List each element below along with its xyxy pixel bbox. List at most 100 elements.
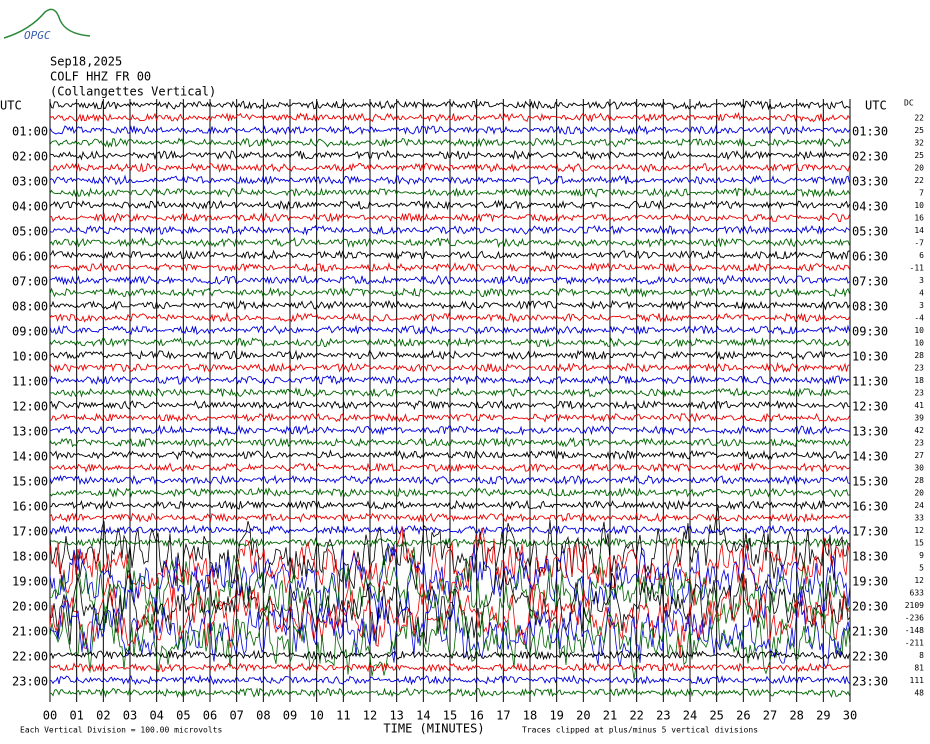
trace [49, 486, 850, 498]
left-label: 20:00 [12, 600, 48, 614]
trace [49, 546, 851, 630]
x-tick-label: 28 [789, 709, 803, 723]
right-label: 10:30 [852, 350, 888, 364]
dc-value: -236 [905, 614, 924, 623]
left-label: 22:00 [12, 650, 48, 664]
dc-value: 22 [914, 176, 924, 185]
trace [49, 149, 850, 161]
dc-value: 3 [919, 301, 924, 310]
trace [49, 212, 850, 223]
trace [49, 174, 850, 186]
right-label: 04:30 [852, 200, 888, 214]
x-tick-label: 02 [96, 709, 110, 723]
dc-value: 10 [914, 201, 924, 210]
x-tick-label: 23 [656, 709, 670, 723]
right-label: 06:30 [852, 250, 888, 264]
right-label: 12:30 [852, 400, 888, 414]
right-label: 02:30 [852, 150, 888, 164]
right-label: 21:30 [852, 625, 888, 639]
dc-value: 10 [914, 339, 924, 348]
dc-value: -7 [914, 239, 924, 248]
trace [49, 649, 850, 661]
dc-value: 30 [914, 464, 924, 473]
right-label: 17:30 [852, 525, 888, 539]
trace [49, 574, 851, 658]
trace [49, 361, 850, 373]
right-label: 18:30 [852, 550, 888, 564]
dc-value: 111 [910, 676, 925, 685]
trace [49, 662, 850, 673]
dc-value: 39 [914, 414, 924, 423]
x-tick-label: 10 [309, 709, 323, 723]
trace [49, 374, 850, 386]
left-label: 23:00 [12, 675, 48, 689]
x-tick-label: 15 [443, 709, 457, 723]
right-label: 11:30 [852, 375, 888, 389]
right-label: 07:30 [852, 275, 888, 289]
dc-value: 16 [914, 214, 924, 223]
dc-value: 41 [914, 401, 924, 410]
trace [49, 412, 850, 423]
trace [49, 512, 850, 523]
trace [49, 100, 850, 111]
right-label: 15:30 [852, 475, 888, 489]
dc-value: -11 [910, 264, 925, 273]
x-tick-label: 09 [283, 709, 297, 723]
right-label: 09:30 [852, 325, 888, 339]
left-label: 18:00 [12, 550, 48, 564]
dc-value: 28 [914, 351, 924, 360]
footer-scale: Each Vertical Division = 100.00 microvol… [20, 726, 222, 735]
x-tick-label: 21 [603, 709, 617, 723]
left-label: 17:00 [12, 525, 48, 539]
dc-title: DC [904, 99, 914, 108]
left-label: 08:00 [12, 300, 48, 314]
left-label: 03:00 [12, 175, 48, 189]
trace [49, 299, 850, 311]
x-tick-label: 08 [256, 709, 270, 723]
trace [49, 111, 850, 123]
right-label: 08:30 [852, 300, 888, 314]
dc-value: 25 [914, 151, 924, 160]
dc-value: 48 [914, 689, 924, 698]
x-tick-label: 14 [416, 709, 430, 723]
x-tick-label: 22 [629, 709, 643, 723]
dc-value: 28 [914, 476, 924, 485]
trace [49, 526, 851, 613]
trace [49, 311, 850, 324]
dc-value: 5 [919, 564, 924, 573]
x-title: TIME (MINUTES) [383, 722, 484, 736]
right-label: 20:30 [852, 600, 888, 614]
dc-value: 81 [914, 664, 924, 673]
left-label: 02:00 [12, 150, 48, 164]
x-tick-label: 24 [683, 709, 697, 723]
left-label: 05:00 [12, 225, 48, 239]
right-label: 05:30 [852, 225, 888, 239]
dc-value: 8 [919, 651, 924, 660]
dc-value: 42 [914, 426, 924, 435]
x-tick-label: 16 [469, 709, 483, 723]
dc-value: -148 [905, 626, 924, 635]
left-label: 06:00 [12, 250, 48, 264]
left-label: 01:00 [12, 125, 48, 139]
dc-value: 25 [914, 126, 924, 135]
right-label: 22:30 [852, 650, 888, 664]
trace [49, 187, 850, 198]
left-label: 16:00 [12, 500, 48, 514]
date: Sep18,2025 [50, 55, 122, 69]
dc-value: 20 [914, 164, 924, 173]
trace [49, 506, 851, 594]
dc-value: 18 [914, 376, 924, 385]
left-label: 15:00 [12, 475, 48, 489]
x-tick-label: 20 [576, 709, 590, 723]
trace [49, 474, 850, 486]
x-tick-label: 27 [763, 709, 777, 723]
trace [49, 567, 851, 645]
trace [49, 536, 850, 549]
left-label: 07:00 [12, 275, 48, 289]
dc-value: -211 [905, 639, 924, 648]
x-tick-label: 19 [549, 709, 563, 723]
dc-value: 6 [919, 251, 924, 260]
trace [49, 674, 850, 686]
dc-value: 23 [914, 389, 924, 398]
